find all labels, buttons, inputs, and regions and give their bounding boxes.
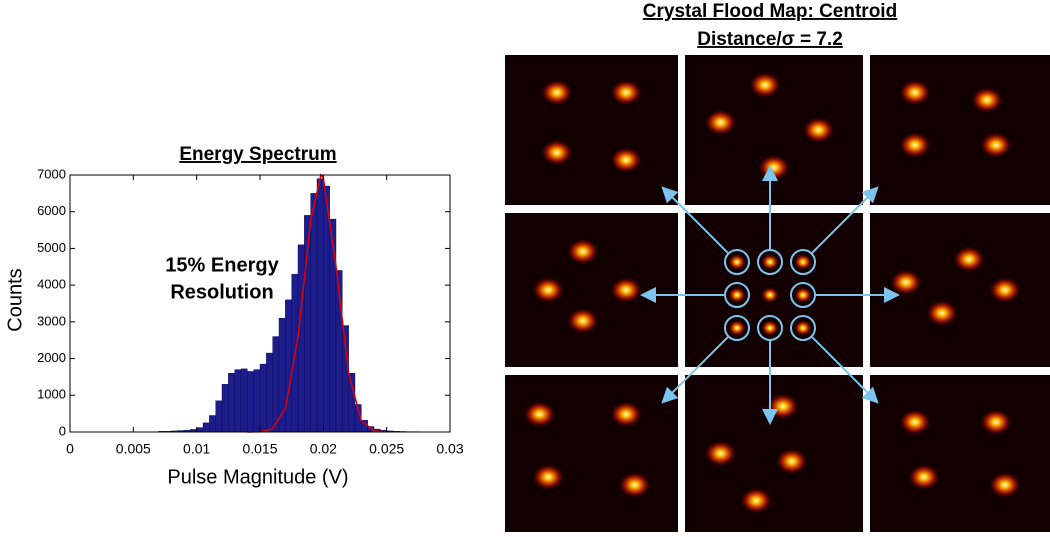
spot xyxy=(761,320,779,336)
spot xyxy=(761,287,779,303)
panel xyxy=(505,55,678,205)
bar xyxy=(317,179,323,432)
bar xyxy=(228,373,234,432)
bar xyxy=(197,428,203,432)
spot xyxy=(524,401,556,427)
spot xyxy=(705,441,737,467)
y-tick-label: 0 xyxy=(59,423,66,438)
spot xyxy=(610,401,642,427)
y-axis-label: Counts xyxy=(4,268,26,331)
plot: 0 0.005 0.01 0.015 0.02 0.025 0.03 0 1000 2000 300… xyxy=(37,166,464,456)
flood-map xyxy=(505,55,1050,532)
spot xyxy=(567,308,599,334)
spot xyxy=(749,72,781,98)
y-tick-label: 7000 xyxy=(37,166,66,181)
spot xyxy=(794,287,812,303)
bar xyxy=(235,370,241,432)
bar xyxy=(203,423,209,432)
y-tick-label: 1000 xyxy=(37,387,66,402)
spot xyxy=(728,254,746,270)
spot xyxy=(610,277,642,303)
bar xyxy=(273,337,279,432)
spot xyxy=(705,110,737,136)
spot xyxy=(532,464,564,490)
spot xyxy=(619,472,651,498)
spot xyxy=(899,80,931,106)
y-tick-label: 3000 xyxy=(37,313,66,328)
spot xyxy=(899,132,931,158)
flood-map-title: Crystal Flood Map: Centroid xyxy=(643,1,897,22)
x-tick-label: 0.03 xyxy=(436,441,463,457)
bar xyxy=(330,219,336,432)
bar xyxy=(323,186,329,432)
x-tick-label: 0 xyxy=(66,441,74,457)
spot xyxy=(926,300,958,326)
bar xyxy=(311,193,317,432)
x-tick-label: 0.025 xyxy=(369,441,404,457)
bar xyxy=(247,371,253,432)
spot xyxy=(989,277,1021,303)
annotation: 15% Energy xyxy=(165,254,279,276)
y-tick-label: 5000 xyxy=(37,240,66,255)
bar xyxy=(266,353,272,432)
spot xyxy=(908,464,940,490)
spot xyxy=(776,448,808,474)
bar xyxy=(285,300,291,432)
spot xyxy=(794,320,812,336)
spot xyxy=(532,277,564,303)
flood-map-subtitle: Distance/σ = 7.2 xyxy=(697,29,843,50)
bar xyxy=(209,415,215,432)
y-tick-label: 4000 xyxy=(37,277,66,292)
panel xyxy=(870,55,1050,205)
bar xyxy=(260,364,266,432)
spot xyxy=(899,409,931,435)
spot xyxy=(758,155,790,181)
spot xyxy=(761,254,779,270)
y-tick-label: 2000 xyxy=(37,350,66,365)
bar xyxy=(241,369,247,432)
bar xyxy=(349,373,355,432)
bar xyxy=(298,245,304,432)
spot xyxy=(740,488,772,514)
y-tick-label: 6000 xyxy=(37,203,66,218)
spot xyxy=(890,269,922,295)
spot xyxy=(767,393,799,419)
panel xyxy=(870,375,1050,532)
bar xyxy=(222,384,228,432)
chart-title: Energy Spectrum xyxy=(179,144,336,165)
x-tick-label: 0.015 xyxy=(242,441,277,457)
spot xyxy=(980,132,1012,158)
spot xyxy=(728,287,746,303)
spot xyxy=(794,254,812,270)
spot xyxy=(803,117,835,143)
spot xyxy=(989,472,1021,498)
spot xyxy=(541,140,573,166)
spot xyxy=(610,147,642,173)
x-tick-label: 0.02 xyxy=(310,441,337,457)
x-tick-label: 0.005 xyxy=(116,441,151,457)
spot xyxy=(610,80,642,106)
bar xyxy=(216,401,222,432)
bar xyxy=(254,370,260,432)
x-axis-label: Pulse Magnitude (V) xyxy=(167,466,348,488)
panel xyxy=(505,213,678,367)
spot xyxy=(541,80,573,106)
spot xyxy=(980,409,1012,435)
x-tick-label: 0.01 xyxy=(183,441,210,457)
panel xyxy=(505,375,678,532)
spot xyxy=(971,87,1003,113)
spot xyxy=(728,320,746,336)
annotation: Resolution xyxy=(170,281,273,303)
spot xyxy=(567,239,599,265)
spot xyxy=(953,246,985,272)
